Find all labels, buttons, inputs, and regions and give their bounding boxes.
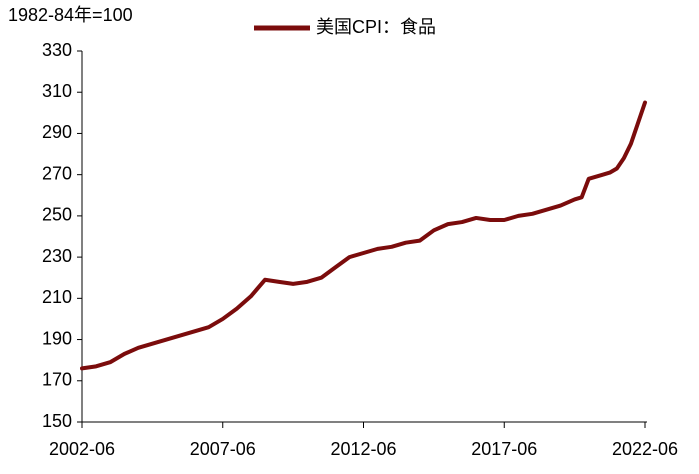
y-tick-label: 290 <box>42 122 72 142</box>
y-tick-label: 150 <box>42 411 72 431</box>
x-tick-label: 2002-06 <box>49 439 115 459</box>
y-tick-label: 190 <box>42 328 72 348</box>
x-tick-label: 2017-06 <box>471 439 537 459</box>
line <box>80 100 647 371</box>
legend-label: 美国CPI：食品 <box>316 17 436 37</box>
x-tick-label: 2022-06 <box>612 439 678 459</box>
y-tick-label: 210 <box>42 287 72 307</box>
y-axis-label: 1982-84年=100 <box>8 5 133 25</box>
y-tick-label: 230 <box>42 246 72 266</box>
y-tick-label: 310 <box>42 81 72 101</box>
y-tick-label: 270 <box>42 163 72 183</box>
y-tick-label: 330 <box>42 40 72 60</box>
x-tick-label: 2012-06 <box>330 439 396 459</box>
y-tick-label: 170 <box>42 370 72 390</box>
y-tick-label: 250 <box>42 205 72 225</box>
x-tick-label: 2007-06 <box>190 439 256 459</box>
